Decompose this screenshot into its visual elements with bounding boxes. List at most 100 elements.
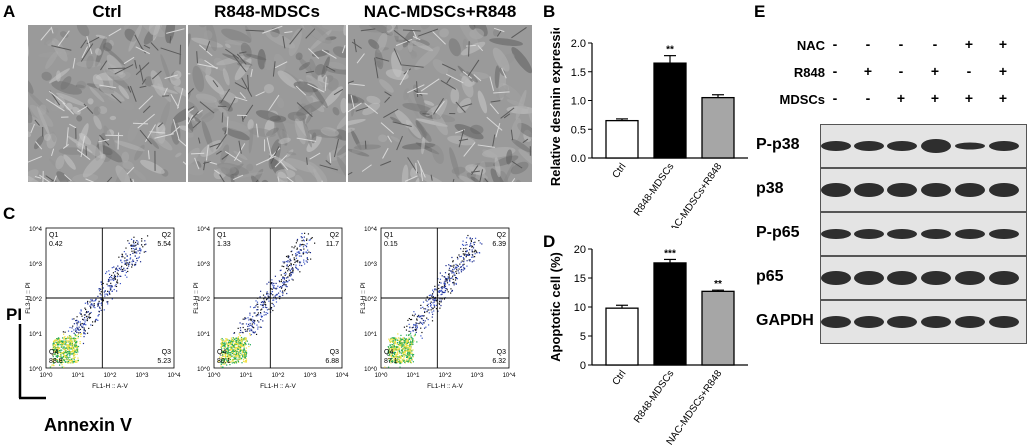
blot-band [854,141,884,151]
y-tick-label: 0.0 [571,153,586,165]
blot-band [821,183,851,197]
panel-letter-c: C [3,204,16,223]
flow-x-axis-label: FL1-H :: A-V [427,383,463,390]
flow-x-tick: 10^2 [272,373,285,379]
blot-band [854,229,884,239]
flow-y-tick: 10^4 [197,227,210,233]
flow-y-tick: 10^2 [197,297,210,303]
quadrant-q2-value: 11.7 [326,241,339,248]
category-label: R848-MDSCs [632,368,676,425]
micrograph-nac [348,25,532,182]
condition-sign: - [832,90,838,106]
flow-dots [218,232,316,368]
quadrant-q1-label: Q1 [384,232,393,239]
y-tick-label: 2.0 [571,38,586,50]
blot-band [921,183,951,197]
quadrant-q2-label: Q2 [330,232,339,239]
quadrant-q3-label: Q3 [162,349,171,356]
condition-sign: + [863,63,873,79]
flow-x-axis-label: FL1-H :: A-V [260,383,296,390]
y-tick-label: 20 [574,244,586,256]
flow-dots [49,235,149,368]
condition-sign: + [964,36,974,52]
condition-label: MDSCs [779,92,825,107]
flow-y-tick: 10^4 [29,227,42,233]
flow-y-tick: 10^1 [29,332,42,338]
condition-sign: - [932,36,938,52]
flow-ylabel: PI [6,305,23,324]
quadrant-q4-value: 80.1 [217,358,231,365]
flow-x-tick: 10^1 [72,373,85,379]
quadrant-q3-value: 5.23 [157,358,171,365]
blot-band [989,229,1019,239]
flow-x-tick: 10^1 [407,373,420,379]
apoptosis-bar-chart: Apoptotic cell (%) 0 5 10 15 20 Ctrl *** R848-MD… [548,244,748,445]
bar [605,119,639,159]
blot-band [989,316,1019,328]
flow-x-tick: 10^4 [336,373,349,379]
y-tick-label: 0 [580,360,586,372]
quadrant-q4-value: 87.1 [384,358,398,365]
flow-plot-nac: 10^010^0 10^1 10^1 10^2 10^2 10^3 10^3 10^4 10^4… [360,227,516,390]
blot-band [887,316,917,328]
category-label: Ctrl [611,368,629,387]
blot-band [887,271,917,285]
panel-letter-e: E [754,2,766,21]
quadrant-q3-value: 6.88 [325,358,339,365]
quadrant-q1-value: 1.33 [217,241,231,248]
quadrant-q2-value: 6.39 [492,241,506,248]
y-tick-label: 5 [580,331,586,343]
micrograph-image [348,25,532,182]
blot-band [821,271,851,285]
y-axis-label: Relative desmin expression [548,28,563,186]
quadrant-q2-label: Q2 [497,232,506,239]
flow-x-tick: 10^0 [40,373,53,379]
quadrant-q1-value: 0.15 [384,241,398,248]
flow-x-tick: 10^3 [304,373,317,379]
flow-axis-arrow [18,324,46,400]
flow-xlabel: Annexin V [44,415,133,435]
flow-x-tick: 10^0 [375,373,388,379]
blot-band [989,183,1019,197]
bar [653,262,687,366]
condition-sign: + [998,63,1008,79]
quadrant-q2-value: 5.54 [157,241,171,248]
significance-mark: ** [714,279,722,290]
condition-label: NAC [796,38,825,53]
quadrant-q4-label: Q4 [217,349,226,356]
condition-sign: - [898,63,904,79]
blot-strip [820,300,1027,344]
flow-x-axis-label: FL1-H :: A-V [92,383,128,390]
bar [701,290,735,366]
blot-band [887,183,917,197]
flow-plot-ctrl: 10^010^0 10^1 10^1 10^2 10^2 10^3 10^3 10^4 10^4… [25,227,181,390]
blot-strip [820,256,1027,300]
condition-sign: + [930,90,940,106]
flow-x-tick: 10^2 [104,373,117,379]
blot-band [955,183,985,197]
flow-y-axis-label: FL3-H :: PI [193,282,200,314]
flow-y-axis-label: FL3-H :: PI [360,282,367,314]
blot-band [921,229,951,239]
quadrant-q1-label: Q1 [49,232,58,239]
condition-sign: - [898,36,904,52]
condition-sign: - [966,63,972,79]
quadrant-q1-value: 0.42 [49,241,63,248]
quadrant-q4-value: 88.8 [49,358,63,365]
condition-sign: + [930,63,940,79]
flow-dots [384,234,483,368]
flow-y-tick: 10^2 [29,297,42,303]
protein-label: p65 [756,268,784,285]
micrograph-r848 [188,25,346,182]
blot-band [854,271,884,285]
protein-label: P-p65 [756,224,800,241]
blot-strip [820,168,1027,212]
blot-band [955,229,985,239]
flow-y-tick: 10^1 [197,332,210,338]
micrograph-title-ctrl: Ctrl [92,2,122,21]
quadrant-q3-value: 6.32 [492,358,506,365]
significance-mark: *** [664,248,676,259]
micrograph-ctrl [28,25,186,182]
y-tick-label: 1.5 [571,67,586,79]
condition-sign: + [896,90,906,106]
